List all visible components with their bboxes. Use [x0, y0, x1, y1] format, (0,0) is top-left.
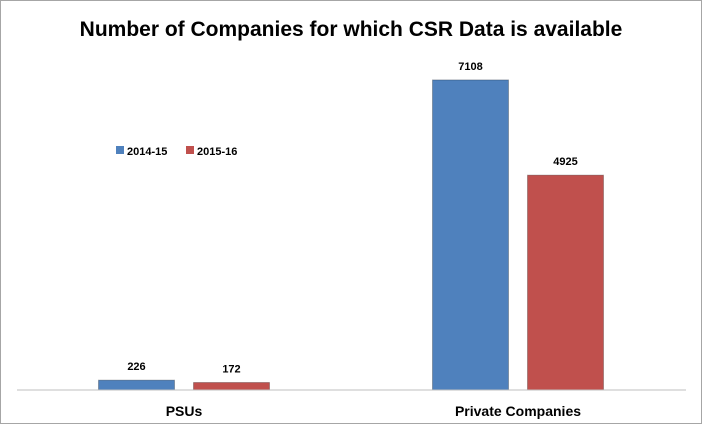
bar-2015-16-psus — [193, 381, 270, 391]
legend-swatch — [186, 146, 194, 154]
bar-2015-16-private-companies — [527, 174, 604, 391]
legend-entry: 2015-16 — [197, 146, 237, 158]
x-tick-label: Private Companies — [455, 403, 581, 419]
legend: 2014-15 2015-16 — [116, 146, 237, 158]
legend-entry: 2014-15 — [127, 146, 167, 158]
bar-2014-15-psus — [98, 379, 175, 391]
data-label: 7108 — [458, 61, 482, 73]
chart-title: Number of Companies for which CSR Data i… — [80, 18, 623, 41]
data-label: 172 — [222, 363, 240, 375]
bar-2014-15-private-companies — [432, 79, 509, 391]
data-label: 4925 — [553, 156, 577, 168]
data-label: 226 — [127, 361, 145, 373]
x-tick-label: PSUs — [166, 403, 203, 419]
legend-swatch — [116, 146, 124, 154]
